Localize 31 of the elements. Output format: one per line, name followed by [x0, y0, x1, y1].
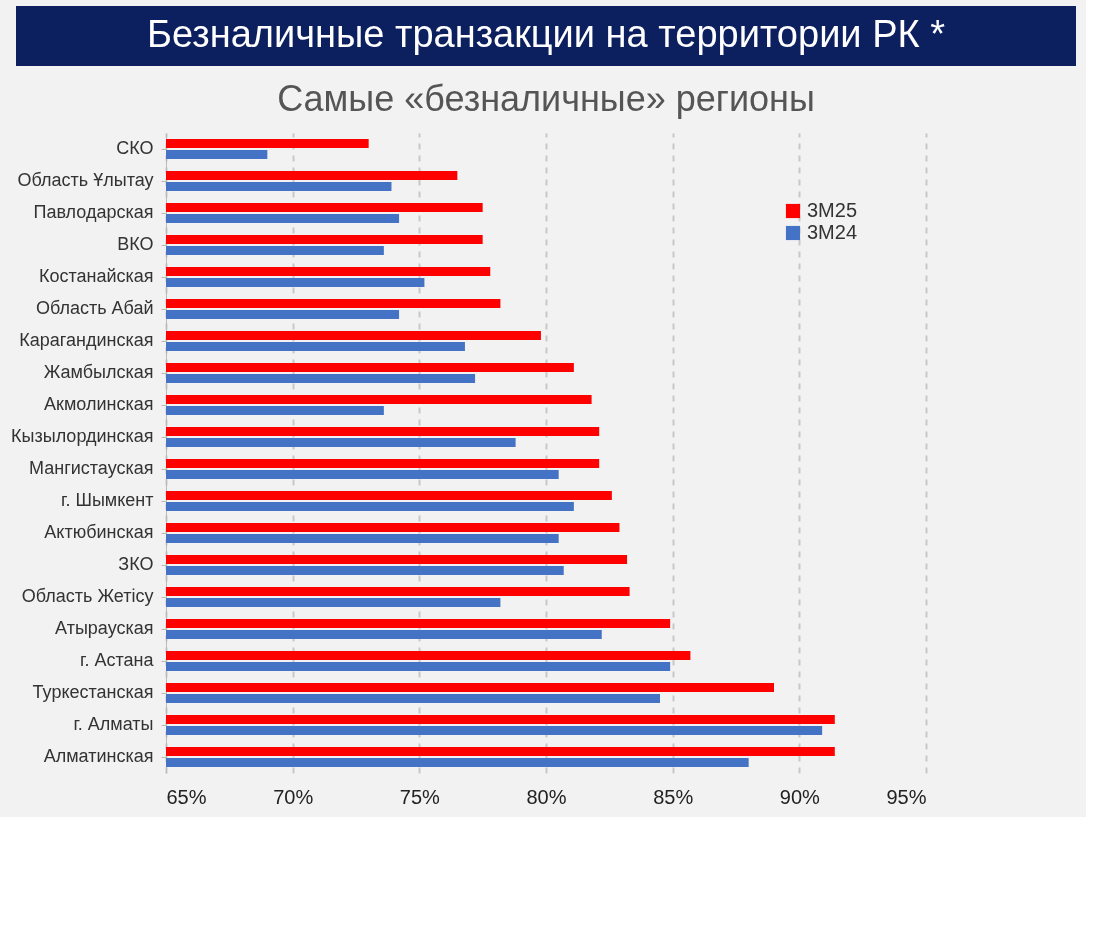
- x-tick-label: 70%: [273, 785, 314, 808]
- y-tick-label: Область Жетісу: [21, 586, 154, 606]
- x-tick-label: 65%: [166, 785, 207, 808]
- y-tick-label: ВКО: [117, 234, 154, 254]
- x-tick-label: 95%: [886, 785, 927, 808]
- y-tick-label: Кызылординская: [11, 426, 154, 446]
- y-tick-label: ЗКО: [118, 554, 154, 574]
- y-tick-label: Атырауская: [55, 618, 154, 638]
- y-tick-label: Актюбинская: [44, 522, 154, 542]
- legend-label: 3M25: [807, 199, 858, 221]
- y-tick-label: г. Алматы: [73, 714, 154, 734]
- y-tick-label: Мангистауская: [29, 458, 154, 478]
- y-tick-label: Область Абай: [35, 298, 154, 318]
- y-tick-label: Алматинская: [43, 746, 154, 766]
- x-tick-label: 85%: [653, 785, 694, 808]
- y-tick-label: СКО: [116, 138, 154, 158]
- chart-title: Безналичные транзакции на территории РК *: [147, 13, 946, 55]
- y-tick-label: Область Ұлытау: [17, 170, 154, 190]
- y-tick-label: г. Астана: [80, 650, 155, 670]
- legend-label: 3M24: [807, 221, 858, 243]
- y-tick-label: г. Шымкент: [61, 490, 154, 510]
- y-tick-label: Костанайская: [38, 266, 154, 286]
- y-tick-label: Жамбылская: [43, 362, 154, 382]
- y-tick-label: Павлодарская: [33, 202, 154, 222]
- x-tick-label: 75%: [399, 785, 441, 808]
- chart-subtitle: Самые «безналичные» регионы: [277, 78, 815, 119]
- x-tick-label: 80%: [526, 785, 567, 808]
- y-tick-label: Карагандинская: [19, 330, 154, 350]
- y-tick-label: Туркестанская: [32, 682, 154, 702]
- x-tick-label: 90%: [779, 785, 821, 808]
- y-tick-label: Акмолинская: [44, 394, 154, 414]
